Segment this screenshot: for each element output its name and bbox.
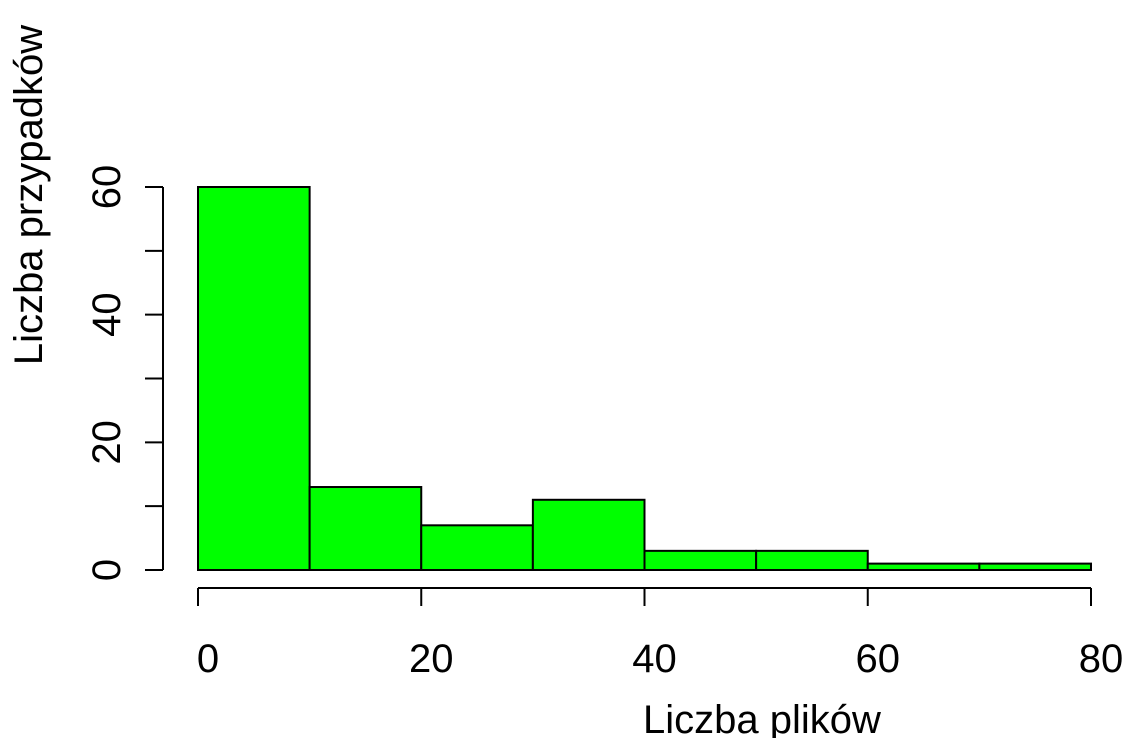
bar — [866, 562, 981, 571]
x-tick-label: 0 — [197, 637, 219, 681]
bar — [755, 549, 869, 571]
x-tick-label: 60 — [856, 637, 901, 681]
x-tick-label: 20 — [409, 637, 454, 681]
x-axis-label: Liczba plików — [643, 698, 881, 738]
y-tick-label: 40 — [85, 292, 129, 337]
bar — [978, 562, 1092, 571]
bar — [308, 486, 423, 571]
bar — [643, 549, 758, 571]
y-tick-label: 20 — [85, 420, 129, 465]
y-axis-label: Liczba przypadków — [7, 25, 51, 365]
x-tick-label: 80 — [1079, 637, 1124, 681]
bar — [197, 186, 311, 571]
x-tick-label: 40 — [632, 637, 677, 681]
y-tick-label: 60 — [85, 165, 129, 210]
y-tick-label: 0 — [85, 559, 129, 581]
bar — [531, 498, 646, 571]
plot-area — [197, 186, 1092, 571]
bar — [420, 524, 534, 571]
